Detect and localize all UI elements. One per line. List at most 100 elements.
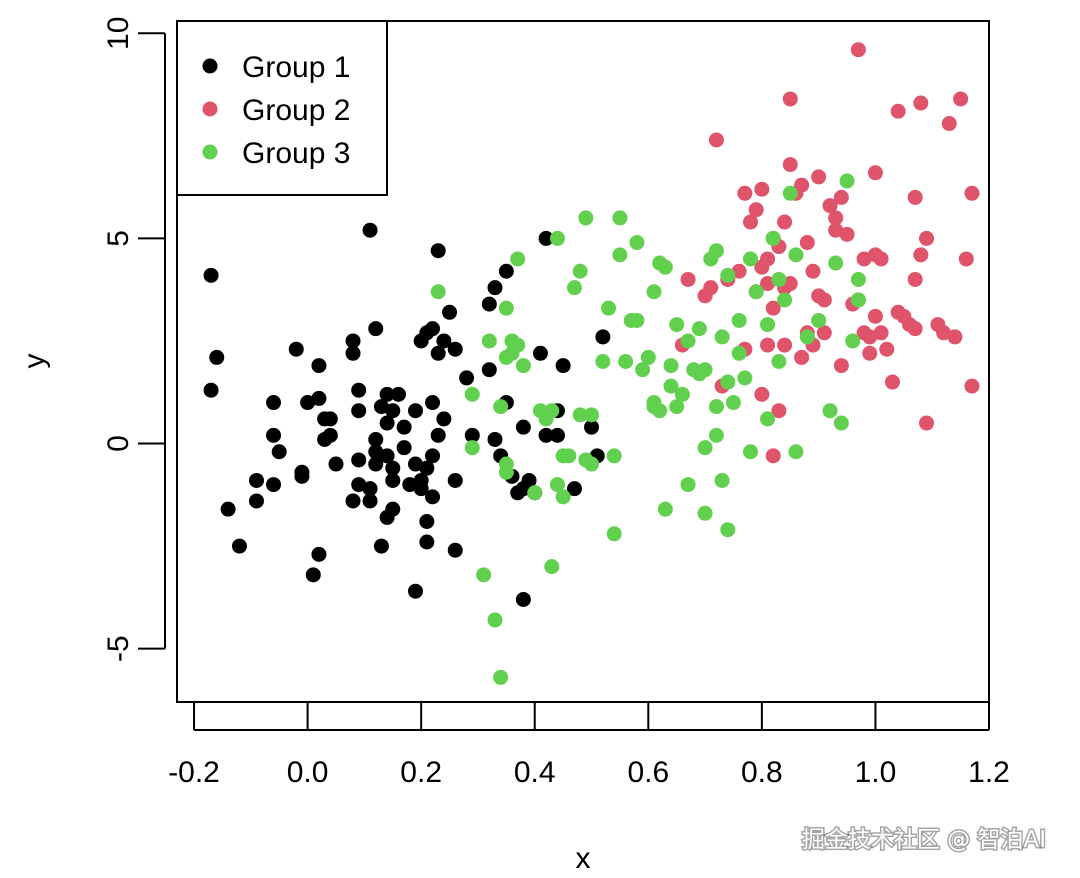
data-point-group-3 xyxy=(544,559,560,575)
data-point-group-2 xyxy=(743,214,759,230)
data-point-group-2 xyxy=(964,378,980,394)
legend-label-group-2: Group 2 xyxy=(242,94,350,127)
data-point-group-3 xyxy=(640,349,656,365)
data-point-group-1 xyxy=(248,472,264,488)
data-point-group-1 xyxy=(413,481,429,497)
data-point-group-1 xyxy=(402,477,418,493)
data-point-group-3 xyxy=(555,489,571,505)
data-point-group-2 xyxy=(782,91,798,107)
data-point-group-3 xyxy=(782,185,798,201)
data-point-group-2 xyxy=(919,415,935,431)
data-point-group-1 xyxy=(379,448,395,464)
data-point-group-1 xyxy=(266,427,282,443)
watermark: 掘金技术社区 @ 智泊AI xyxy=(800,826,1047,855)
data-point-group-1 xyxy=(584,419,600,435)
data-point-group-3 xyxy=(669,317,685,333)
data-point-group-3 xyxy=(788,247,804,263)
data-point-group-2 xyxy=(782,157,798,173)
data-point-group-3 xyxy=(657,501,673,517)
data-point-group-1 xyxy=(515,419,531,435)
data-point-group-3 xyxy=(714,329,730,345)
x-axis-title: x xyxy=(576,842,591,875)
data-point-group-3 xyxy=(811,312,827,328)
data-point-group-2 xyxy=(862,329,878,345)
data-point-group-3 xyxy=(720,267,736,283)
data-point-group-3 xyxy=(572,263,588,279)
data-point-group-3 xyxy=(544,403,560,419)
watermark-text: 掘金技术社区 @ 智泊AI xyxy=(802,827,1046,853)
data-point-group-2 xyxy=(828,222,844,238)
data-point-group-1 xyxy=(430,243,446,259)
data-point-group-3 xyxy=(748,284,764,300)
data-point-group-1 xyxy=(430,427,446,443)
plot-frame xyxy=(176,20,990,703)
data-point-group-3 xyxy=(629,312,645,328)
data-point-group-2 xyxy=(805,263,821,279)
legend-marker-group-2 xyxy=(202,101,218,117)
data-point-group-3 xyxy=(606,526,622,542)
data-point-group-2 xyxy=(873,251,889,267)
data-point-group-3 xyxy=(697,505,713,521)
data-point-group-2 xyxy=(839,226,855,242)
data-point-group-2 xyxy=(760,276,776,292)
data-point-group-1 xyxy=(521,472,537,488)
data-point-group-2 xyxy=(703,280,719,296)
data-point-group-3 xyxy=(493,669,509,685)
data-point-group-3 xyxy=(669,399,685,415)
legend: Group 1 Group 2 Group 3 xyxy=(176,20,388,196)
data-point-group-3 xyxy=(771,354,787,369)
x-tick-label: 0.8 xyxy=(741,756,783,789)
data-point-group-3 xyxy=(850,292,866,308)
data-point-group-2 xyxy=(833,358,849,374)
data-point-group-2 xyxy=(680,271,696,287)
data-point-group-1 xyxy=(396,440,412,456)
data-point-group-1 xyxy=(515,591,531,607)
data-point-group-1 xyxy=(368,321,384,337)
data-point-group-3 xyxy=(476,567,492,583)
x-tick-label: 0.4 xyxy=(514,756,556,789)
data-point-group-3 xyxy=(510,337,526,353)
data-point-group-2 xyxy=(907,271,923,287)
y-tick-label: 5 xyxy=(102,230,135,247)
data-point-group-1 xyxy=(345,333,361,349)
data-point-group-1 xyxy=(288,341,304,357)
data-point-group-3 xyxy=(680,477,696,493)
data-point-group-1 xyxy=(487,431,503,447)
data-point-group-3 xyxy=(487,612,503,628)
data-point-group-1 xyxy=(425,395,441,411)
data-point-group-3 xyxy=(771,271,787,287)
data-point-group-1 xyxy=(425,448,441,464)
data-point-group-1 xyxy=(351,477,367,493)
data-point-group-2 xyxy=(879,341,895,357)
legend-marker-group-3 xyxy=(202,144,218,160)
data-point-group-2 xyxy=(862,345,878,361)
data-point-group-2 xyxy=(816,292,832,308)
data-point-group-1 xyxy=(538,230,554,246)
data-point-group-3 xyxy=(839,173,855,189)
data-point-group-3 xyxy=(760,411,776,427)
data-point-group-1 xyxy=(532,345,548,361)
data-point-group-2 xyxy=(760,337,776,353)
data-point-group-2 xyxy=(919,230,935,246)
data-point-group-2 xyxy=(731,263,747,279)
y-tick-label: -5 xyxy=(102,635,135,662)
data-point-group-1 xyxy=(368,444,384,460)
data-point-group-2 xyxy=(777,214,793,230)
data-point-group-1 xyxy=(425,321,441,337)
data-point-group-1 xyxy=(549,427,565,443)
data-point-group-3 xyxy=(833,415,849,431)
data-point-group-3 xyxy=(720,522,736,538)
data-point-group-1 xyxy=(300,395,316,411)
data-point-group-1 xyxy=(385,501,401,517)
data-point-group-1 xyxy=(248,493,264,509)
data-point-group-3 xyxy=(737,370,753,386)
y-axis: -5 0 5 10 xyxy=(102,17,166,662)
y-axis-title: y xyxy=(18,354,51,369)
data-point-group-2 xyxy=(867,165,883,181)
data-point-group-1 xyxy=(351,382,367,398)
x-tick-label: 1.0 xyxy=(855,756,897,789)
data-point-group-1 xyxy=(555,358,571,374)
data-point-group-3 xyxy=(606,448,622,464)
legend-label-group-3: Group 3 xyxy=(242,137,350,170)
data-point-group-1 xyxy=(442,304,458,320)
